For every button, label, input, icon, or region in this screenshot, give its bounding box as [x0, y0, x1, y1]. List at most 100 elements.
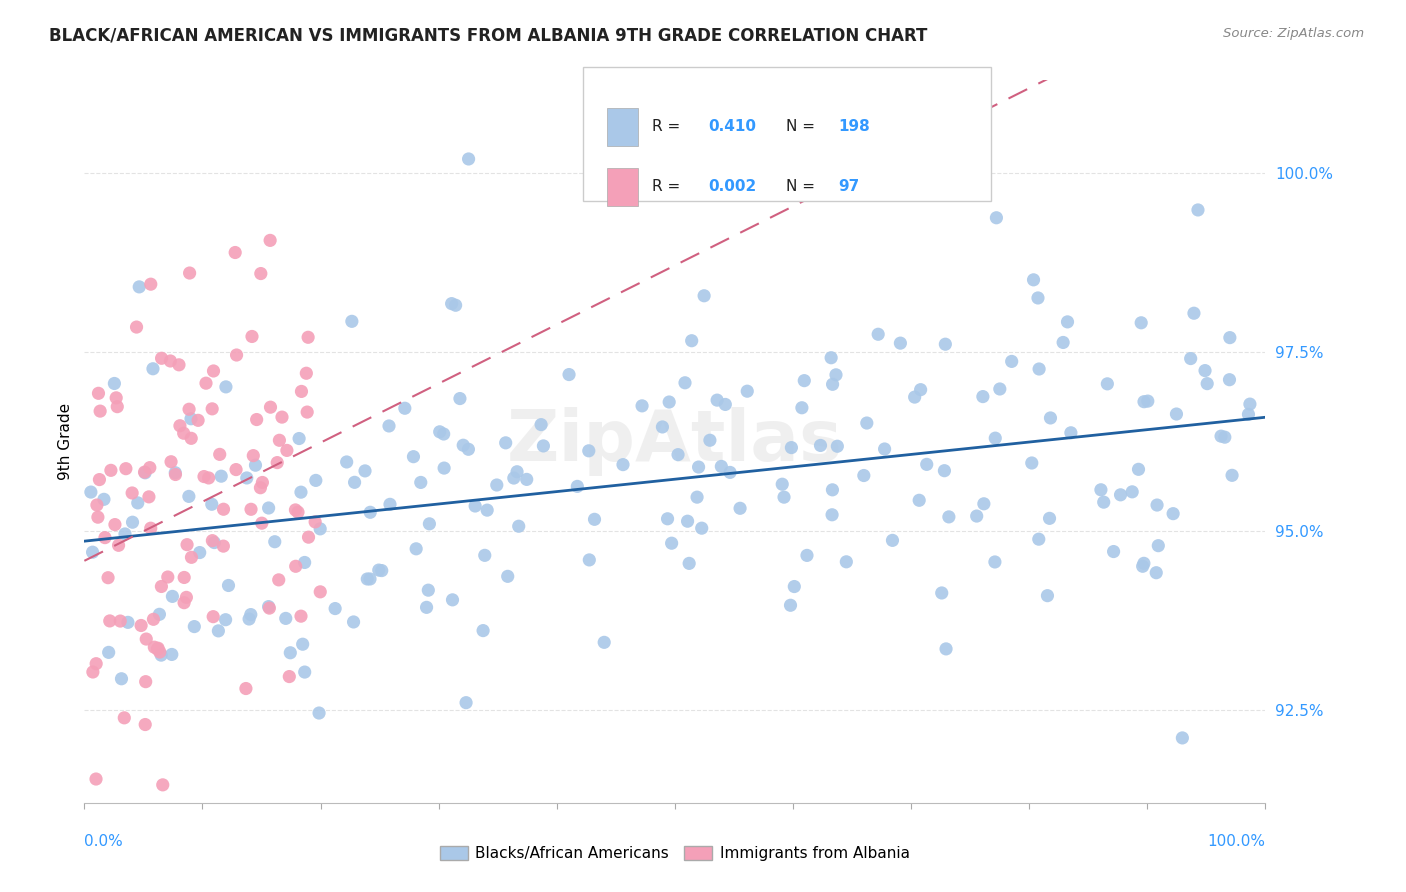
Point	[661, 536, 683, 550]
Point	[1219, 331, 1241, 345]
Point	[305, 474, 328, 488]
Point	[1166, 407, 1188, 421]
Point	[1056, 315, 1078, 329]
Text: 0.410: 0.410	[709, 120, 756, 135]
Point	[180, 431, 202, 445]
Legend: Blacks/African Americans, Immigrants from Albania: Blacks/African Americans, Immigrants fro…	[434, 839, 915, 867]
Point	[236, 471, 259, 485]
Point	[290, 384, 312, 399]
Point	[294, 665, 316, 679]
Point	[988, 382, 1011, 396]
Point	[139, 460, 162, 475]
Point	[821, 377, 844, 392]
Point	[793, 374, 815, 388]
Point	[104, 517, 127, 532]
Point	[284, 559, 307, 574]
Point	[1121, 484, 1143, 499]
Point	[1147, 539, 1170, 553]
Point	[1133, 394, 1156, 409]
Point	[464, 499, 486, 513]
Point	[87, 510, 110, 524]
Point	[252, 475, 274, 490]
Point	[246, 412, 269, 426]
Point	[105, 391, 128, 405]
Point	[249, 481, 271, 495]
Point	[297, 330, 319, 344]
Point	[100, 463, 122, 477]
Point	[678, 557, 700, 571]
Point	[207, 624, 229, 638]
Point	[820, 351, 842, 365]
Point	[110, 614, 132, 628]
Y-axis label: 9th Grade: 9th Grade	[58, 403, 73, 480]
Point	[378, 419, 401, 434]
Point	[710, 459, 733, 474]
Point	[882, 533, 904, 548]
Point	[209, 469, 232, 483]
Point	[135, 632, 157, 646]
Point	[973, 497, 995, 511]
Point	[94, 531, 117, 545]
Point	[195, 376, 218, 391]
Text: BLACK/AFRICAN AMERICAN VS IMMIGRANTS FROM ALBANIA 9TH GRADE CORRELATION CHART: BLACK/AFRICAN AMERICAN VS IMMIGRANTS FRO…	[49, 27, 928, 45]
Point	[134, 465, 156, 479]
Point	[97, 571, 120, 585]
Point	[173, 426, 195, 441]
Point	[1220, 468, 1243, 483]
Point	[257, 501, 280, 516]
Point	[1197, 376, 1219, 391]
Point	[475, 503, 498, 517]
Point	[1161, 507, 1184, 521]
Point	[593, 635, 616, 649]
Point	[1109, 488, 1132, 502]
Point	[266, 456, 288, 470]
Point	[910, 383, 932, 397]
Point	[142, 361, 165, 376]
Point	[676, 514, 699, 528]
Point	[214, 613, 236, 627]
Text: ZipAtlas: ZipAtlas	[508, 407, 842, 476]
Point	[259, 233, 281, 247]
Point	[1060, 425, 1083, 440]
Point	[873, 442, 896, 456]
Point	[173, 570, 195, 584]
Point	[367, 563, 389, 577]
Point	[128, 280, 150, 294]
Point	[934, 337, 956, 351]
Point	[354, 464, 377, 478]
Point	[773, 490, 796, 504]
Point	[121, 515, 143, 529]
Point	[197, 471, 219, 485]
Point	[409, 475, 432, 490]
Point	[167, 358, 190, 372]
Point	[1001, 354, 1024, 368]
Point	[558, 368, 581, 382]
Point	[202, 364, 225, 378]
Point	[142, 612, 165, 626]
Point	[779, 599, 801, 613]
Point	[165, 467, 187, 482]
Point	[915, 458, 938, 472]
Point	[177, 402, 200, 417]
Point	[165, 466, 187, 480]
Point	[225, 348, 247, 362]
Point	[278, 646, 301, 660]
Point	[342, 615, 364, 629]
Point	[1171, 731, 1194, 745]
Point	[1052, 335, 1074, 350]
Point	[201, 533, 224, 548]
Point	[1028, 362, 1050, 376]
Point	[966, 509, 988, 524]
Point	[139, 521, 162, 535]
Point	[889, 336, 911, 351]
Point	[1021, 456, 1043, 470]
Point	[1102, 544, 1125, 558]
Point	[728, 501, 751, 516]
Point	[150, 648, 173, 662]
Point	[235, 681, 257, 696]
Point	[567, 479, 589, 493]
Point	[1218, 373, 1240, 387]
Point	[176, 538, 198, 552]
Point	[242, 449, 264, 463]
Point	[278, 669, 301, 683]
